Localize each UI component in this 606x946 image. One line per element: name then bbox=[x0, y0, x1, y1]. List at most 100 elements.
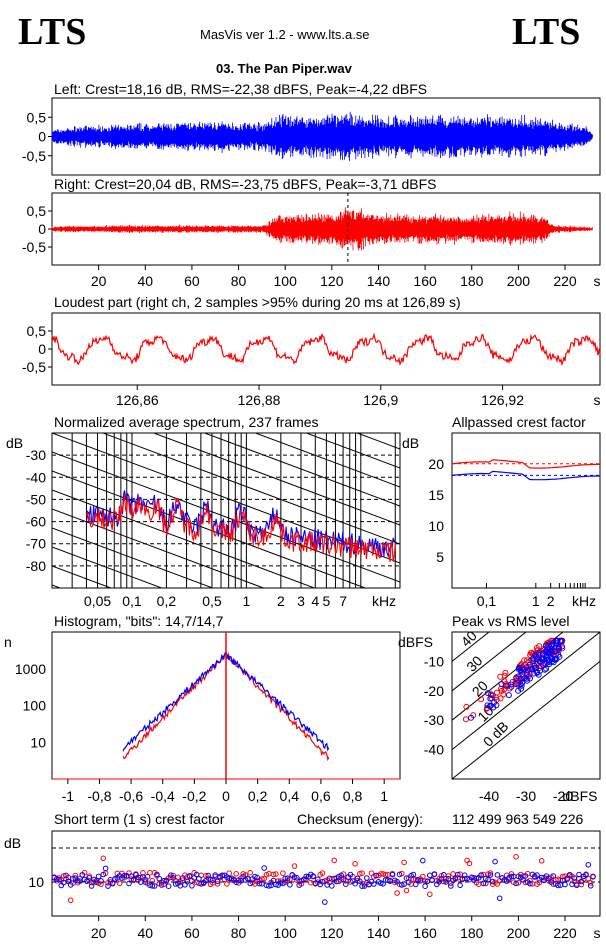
x-tick-label: 120 bbox=[320, 925, 344, 941]
y-tick-label: -20 bbox=[424, 683, 444, 699]
shortcrest-point bbox=[541, 877, 547, 884]
peak-rms-title: Peak vs RMS level bbox=[452, 613, 570, 629]
short-crest-title: Short term (1 s) crest factor bbox=[54, 811, 225, 827]
shortcrest-point bbox=[583, 872, 589, 878]
y-tick-label: 0 bbox=[38, 221, 46, 237]
shortcrest-point bbox=[587, 880, 594, 886]
shortcrest-point bbox=[63, 872, 69, 879]
shortcrest-point bbox=[587, 883, 594, 889]
slope-line bbox=[304, 433, 400, 469]
shortcrest-point bbox=[226, 870, 232, 877]
y-tick-label: 15 bbox=[428, 487, 444, 503]
shortcrest-point bbox=[515, 880, 522, 886]
shortcrest-point bbox=[184, 878, 191, 885]
shortcrest-point bbox=[485, 876, 491, 883]
peakrms-ylabel: dBFS bbox=[398, 634, 433, 650]
y-tick-label: 0,5 bbox=[27, 323, 47, 339]
y-tick-label: -70 bbox=[26, 536, 46, 552]
x-tick-label: -0,6 bbox=[119, 788, 143, 804]
histogram-ylabel: n bbox=[4, 634, 12, 650]
shortcrest-point bbox=[357, 878, 363, 885]
shortcrest-point bbox=[294, 875, 300, 881]
y-tick-label: -30 bbox=[26, 447, 46, 463]
shortcrest-point bbox=[487, 872, 494, 878]
shortcrest-point bbox=[513, 880, 519, 887]
shortcrest-point bbox=[480, 880, 487, 887]
shortcrest-point bbox=[219, 872, 225, 879]
shortcrest-point bbox=[67, 882, 74, 888]
shortcrest-point bbox=[189, 883, 195, 889]
checksum-label: Checksum (energy): bbox=[297, 811, 424, 827]
shortcrest-point bbox=[105, 883, 111, 889]
slope-line bbox=[52, 527, 215, 588]
y-tick-label: 0 bbox=[38, 129, 46, 145]
shortcrest-point bbox=[380, 881, 386, 887]
x-tick-label: 1 bbox=[532, 593, 540, 609]
slope-line bbox=[52, 281, 400, 411]
right-channel-title: Right: Crest=20,04 dB, RMS=-23,75 dBFS, … bbox=[54, 176, 437, 192]
shortcrest-point bbox=[410, 871, 417, 878]
x-tick-label: 100 bbox=[274, 925, 298, 941]
shortcrest-point bbox=[296, 882, 303, 888]
shortcrest-point bbox=[151, 883, 158, 889]
shortcrest-point bbox=[562, 881, 568, 888]
shortcrest-point bbox=[403, 875, 410, 882]
peakrms-point bbox=[537, 658, 543, 665]
shortcrest-point bbox=[158, 882, 165, 888]
x-tick-label: -30 bbox=[516, 788, 536, 804]
shortcrest-point bbox=[448, 883, 454, 889]
left-channel-title: Left: Crest=18,16 dB, RMS=-22,38 dBFS, P… bbox=[54, 81, 428, 97]
peakrms-point bbox=[513, 675, 520, 682]
shortcrest-point bbox=[378, 880, 384, 886]
shortcrest-point bbox=[489, 878, 496, 885]
shortcrest-point bbox=[235, 877, 242, 884]
y-tick-label: -30 bbox=[424, 712, 444, 728]
shortcrest-point bbox=[74, 878, 81, 884]
slope-line bbox=[52, 565, 113, 588]
x-tick-label: 160 bbox=[413, 273, 437, 289]
peakrms-point bbox=[532, 653, 539, 660]
shortcrest-point bbox=[457, 882, 463, 889]
peakrms-point bbox=[559, 643, 565, 650]
peakrms-point bbox=[543, 642, 550, 649]
x-tick-label: 126,92 bbox=[481, 392, 524, 408]
shortcrest-point bbox=[396, 871, 403, 878]
shortcrest-point bbox=[573, 882, 580, 889]
shortcrest-point bbox=[431, 871, 438, 878]
spectrum-series-1 bbox=[85, 493, 396, 562]
shortcrest-point bbox=[364, 875, 370, 881]
slope-line bbox=[254, 433, 400, 488]
peakrms-point bbox=[523, 669, 530, 676]
x-tick-label: 140 bbox=[367, 925, 391, 941]
shortcrest-point bbox=[394, 890, 400, 896]
shortcrest-point bbox=[343, 881, 349, 888]
x-tick-label: 80 bbox=[231, 925, 247, 941]
y-tick-label: 5 bbox=[436, 549, 444, 565]
shortcrest-point bbox=[259, 880, 265, 887]
shortcrest-point bbox=[165, 883, 172, 890]
peakrms-point bbox=[536, 643, 543, 650]
shortcrest-point bbox=[322, 899, 328, 905]
y-tick-label: 20 bbox=[428, 456, 444, 472]
shortcrest-point bbox=[455, 871, 461, 878]
shortcrest-point bbox=[401, 859, 407, 866]
x-tick-label: 0,1 bbox=[122, 593, 142, 609]
slope-line bbox=[52, 546, 164, 588]
x-tick-label: -0,2 bbox=[182, 788, 206, 804]
allpass-series-0 bbox=[451, 459, 600, 469]
diagonal-label: 30 bbox=[463, 652, 485, 674]
x-tick-label: 126,88 bbox=[238, 392, 281, 408]
x-unit-label: dBFS bbox=[562, 788, 597, 804]
shortcrest-point bbox=[179, 875, 186, 881]
peakrms-point bbox=[505, 692, 512, 699]
x-tick-label: 200 bbox=[507, 925, 531, 941]
shortcrest-point bbox=[427, 872, 433, 879]
peakrms-point bbox=[546, 661, 553, 668]
shortcrest-point bbox=[224, 881, 230, 887]
x-tick-label: 220 bbox=[553, 273, 577, 289]
shortcrest-point bbox=[70, 875, 76, 882]
shortcrest-point bbox=[266, 883, 272, 889]
spectrum-frame bbox=[51, 432, 401, 589]
allpass-title: Allpassed crest factor bbox=[452, 414, 586, 430]
shortcrest-point bbox=[527, 880, 533, 887]
